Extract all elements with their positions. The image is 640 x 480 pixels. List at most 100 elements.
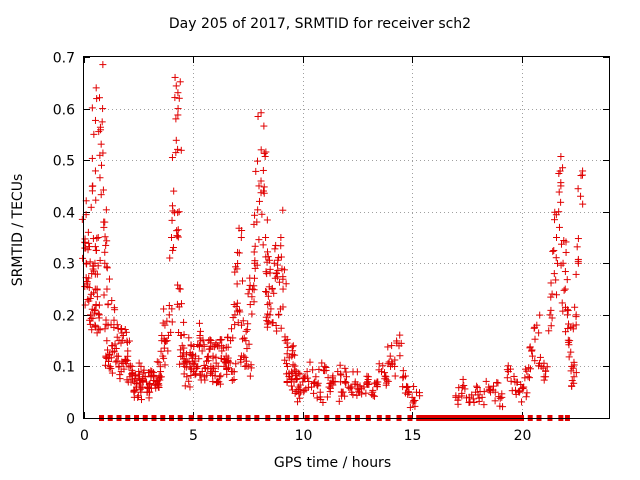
data-point [168,318,176,326]
data-point [508,387,516,395]
data-point [557,198,565,206]
data-point [555,169,563,177]
data-point [473,384,481,392]
data-point [371,392,379,400]
data-point [309,366,317,374]
data-point [132,372,140,380]
data-point [531,323,539,331]
data-point [246,372,254,380]
data-point [168,234,175,241]
data-point [97,140,105,148]
data-point [567,367,575,375]
y-tick-label: 0.5 [53,154,75,170]
y-tick-label: 0.1 [53,360,75,376]
data-point [244,320,252,328]
data-point [557,153,565,161]
data-point [233,299,241,307]
data-point [138,396,146,404]
data-point [212,341,220,349]
data-point [373,382,381,390]
data-point [91,321,99,329]
data-point [526,343,534,351]
data-point [234,259,242,267]
data-point [161,361,169,369]
data-point [216,380,224,388]
data-point [410,397,418,405]
data-point [254,157,262,165]
data-point [88,104,96,112]
data-point [261,153,269,161]
data-point [209,364,217,372]
data-point [401,372,409,380]
data-point [112,358,120,366]
data-point [126,362,134,370]
data-point [272,269,280,277]
data-point [473,382,481,390]
data-point [570,373,578,381]
data-point [315,365,323,373]
data-point [92,196,100,204]
data-point [269,319,277,327]
data-point [146,380,154,388]
data-point [341,379,349,387]
data-point [271,245,279,253]
data-point [91,116,99,124]
data-point [96,151,104,159]
data-point [93,270,101,278]
data-point [262,313,270,321]
data-point [81,301,89,309]
data-point [246,301,254,309]
data-point [454,400,462,408]
data-point [183,350,191,358]
data-point [384,343,392,351]
data-point [561,285,569,293]
data-point [369,386,377,394]
data-point [84,295,92,303]
data-point [571,303,579,311]
data-point [108,342,116,350]
data-point [191,357,199,365]
data-point [301,372,309,380]
data-point [195,355,203,363]
data-point [103,237,111,245]
data-point [248,293,256,301]
data-point [95,301,103,309]
data-point [264,292,272,300]
y-tick-label: 0.6 [53,103,75,119]
data-point [102,241,110,249]
data-point [92,84,100,92]
data-point [455,393,463,401]
data-point [262,148,270,156]
data-point [84,246,92,254]
data-point [551,216,559,224]
data-point [555,223,563,231]
data-point [96,326,104,334]
data-point [166,254,174,262]
data-point [99,186,107,194]
data-point [325,383,333,391]
data-point [175,285,183,293]
data-point [271,274,279,282]
data-point [96,256,104,264]
data-point [279,206,287,214]
data-point [260,122,268,130]
data-point [242,357,250,365]
data-point [558,299,566,307]
data-point [196,327,204,335]
data-point [548,290,556,298]
data-point [182,363,190,371]
data-point [114,352,122,360]
data-point [518,384,526,392]
data-point [242,327,250,335]
data-point [172,82,180,90]
data-point [173,232,181,240]
data-point [165,302,173,310]
data-point [107,354,115,362]
data-point [187,371,195,379]
data-point [200,342,208,350]
data-point [552,276,560,284]
data-point [357,385,365,393]
data-point [160,354,168,362]
data-point [200,361,208,369]
data-point [196,371,204,379]
